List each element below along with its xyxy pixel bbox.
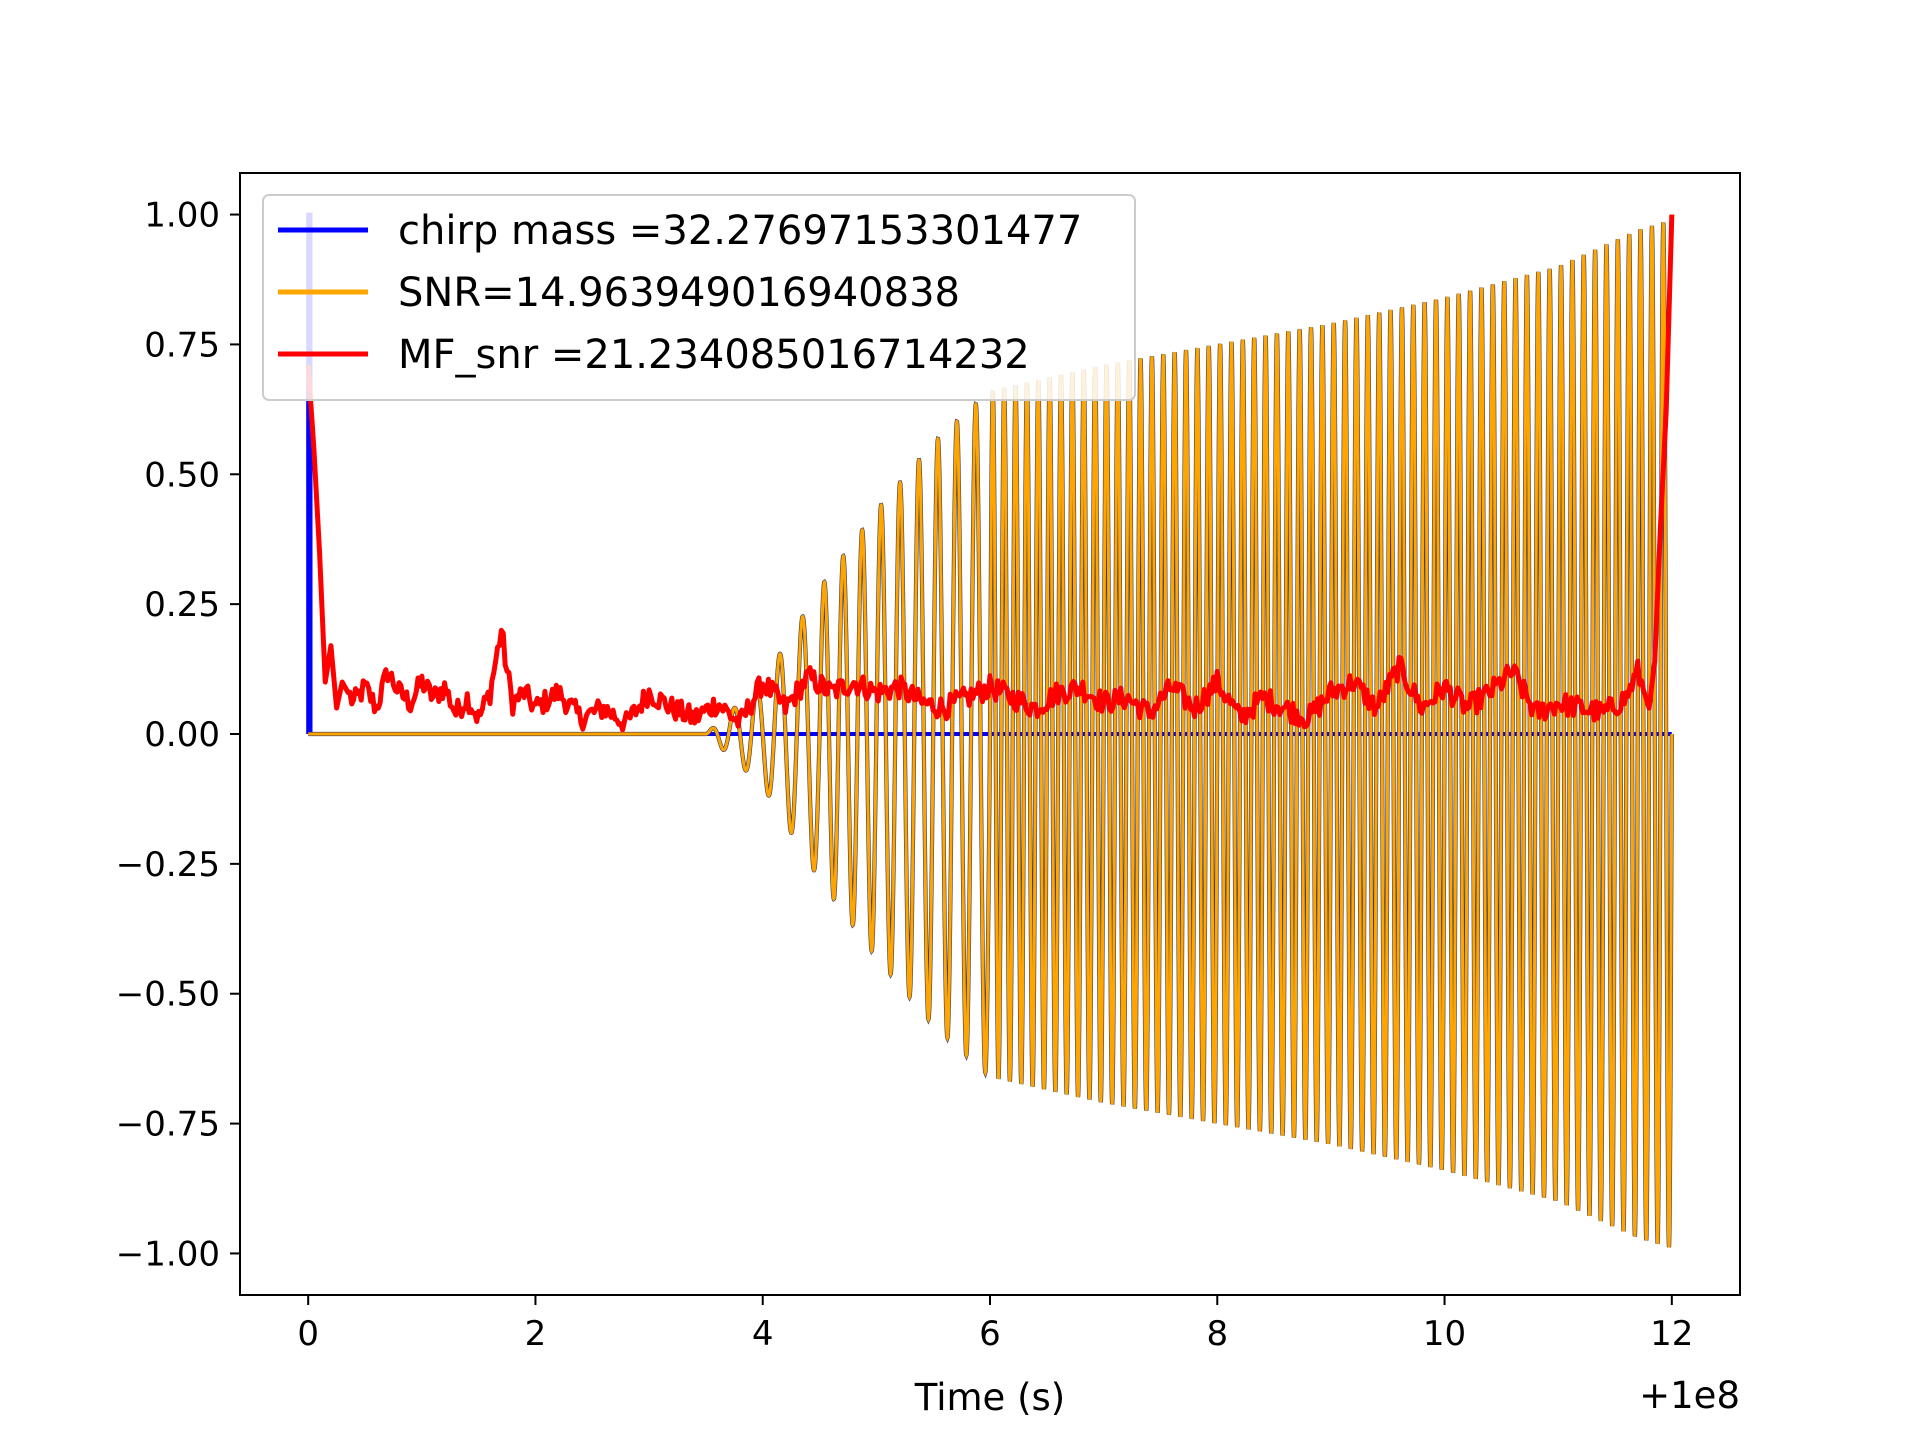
y-tick-label: 1.00 [144, 196, 220, 236]
y-axis-ticks: 1.00 0.75 0.50 0.25 0.00 −0.25 −0.50 −0.75 −1.00 [116, 196, 240, 1274]
x-axis-label: Time (s) [914, 1376, 1065, 1419]
x-tick-label: 12 [1650, 1314, 1693, 1354]
series-line-mf-snr [305, 214, 1675, 733]
legend-label: SNR=14.963949016940838 [398, 270, 960, 316]
legend-label: MF_snr =21.234085016714232 [398, 332, 1030, 378]
y-tick-label: 0.00 [144, 715, 220, 755]
x-tick-label: 8 [1206, 1314, 1228, 1354]
y-tick-label: −0.75 [116, 1105, 220, 1145]
x-axis-offset-label: +1e8 [1639, 1374, 1740, 1417]
y-tick-label: 0.50 [144, 455, 220, 495]
y-tick-label: −0.50 [116, 975, 220, 1015]
y-tick-label: −1.00 [116, 1234, 220, 1274]
x-tick-label: 0 [297, 1314, 319, 1354]
x-tick-label: 6 [979, 1314, 1001, 1354]
x-tick-label: 4 [752, 1314, 774, 1354]
x-tick-label: 10 [1423, 1314, 1466, 1354]
y-tick-label: −0.25 [116, 845, 220, 885]
x-tick-label: 2 [525, 1314, 547, 1354]
y-tick-label: 0.75 [144, 325, 220, 365]
legend-box [262, 194, 1136, 401]
series-line-snr [308, 222, 1674, 1248]
legend: chirp mass =32.27697153301477 SNR=14.9639… [262, 194, 1136, 401]
y-tick-label: 0.25 [144, 585, 220, 625]
legend-label: chirp mass =32.27697153301477 [398, 208, 1082, 254]
x-axis-ticks: 0 2 4 6 8 10 12 [297, 1295, 1693, 1354]
